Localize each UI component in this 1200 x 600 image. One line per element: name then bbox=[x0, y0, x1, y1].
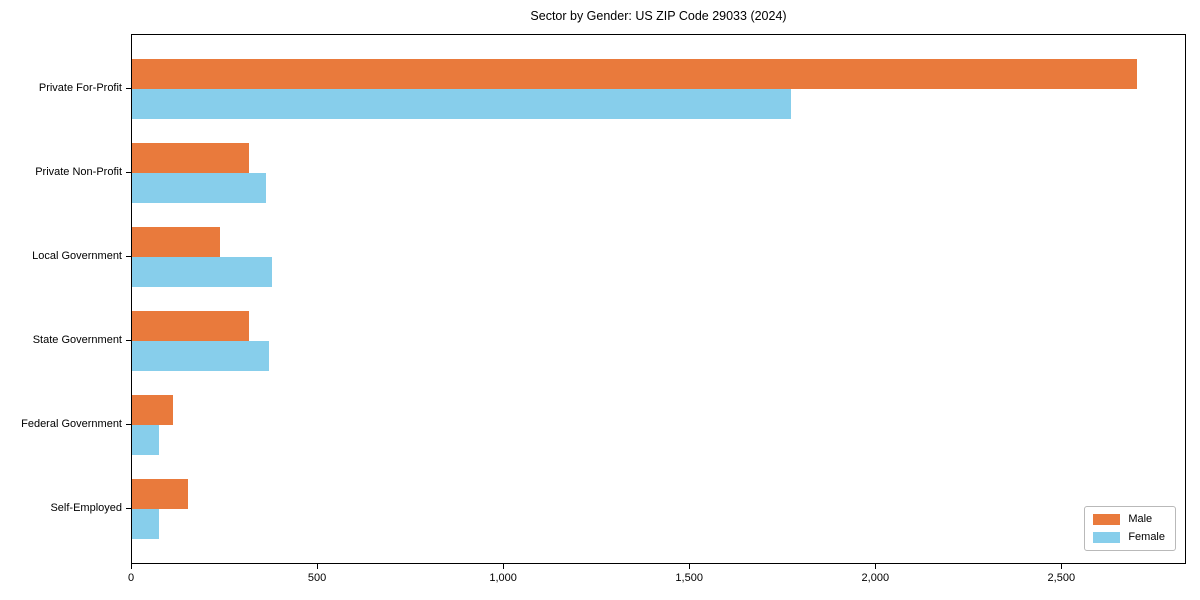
x-tick-mark bbox=[1061, 564, 1063, 569]
plot-area: Male Female bbox=[131, 34, 1186, 564]
x-tick-label: 2,500 bbox=[1047, 572, 1076, 584]
legend-label-female: Female bbox=[1128, 531, 1165, 543]
y-tick-mark bbox=[126, 424, 131, 425]
y-axis-label: State Government bbox=[32, 334, 122, 346]
bar-female-local-government bbox=[132, 257, 272, 287]
legend: Male Female bbox=[1084, 506, 1176, 551]
y-tick-mark bbox=[126, 172, 131, 173]
x-tick-mark bbox=[503, 564, 505, 569]
chart-title: Sector by Gender: US ZIP Code 29033 (202… bbox=[530, 9, 787, 23]
bar-female-state-government bbox=[132, 341, 269, 371]
x-tick-label: 0 bbox=[127, 572, 135, 584]
x-tick-label: 1,000 bbox=[489, 572, 517, 584]
y-tick-mark bbox=[126, 256, 131, 257]
bar-female-self-employed bbox=[132, 509, 159, 539]
x-tick-mark bbox=[317, 564, 319, 569]
x-tick-mark bbox=[689, 564, 691, 569]
bar-female-private-non-profit bbox=[132, 173, 266, 203]
x-tick-label: 500 bbox=[307, 572, 327, 584]
legend-label-male: Male bbox=[1128, 513, 1153, 525]
bar-male-local-government bbox=[132, 227, 220, 257]
legend-entry-female: Female bbox=[1093, 532, 1165, 543]
bar-male-self-employed bbox=[132, 479, 188, 509]
x-tick-label: 2,000 bbox=[861, 572, 890, 584]
y-axis-label: Private Non-Profit bbox=[35, 166, 122, 178]
y-axis-label: Federal Government bbox=[21, 418, 122, 430]
bar-male-private-for-profit bbox=[132, 59, 1137, 89]
legend-swatch-female bbox=[1093, 532, 1121, 543]
y-tick-mark bbox=[126, 340, 131, 341]
x-tick-mark bbox=[875, 564, 877, 569]
y-axis-label: Private For-Profit bbox=[38, 82, 122, 94]
bar-male-state-government bbox=[132, 311, 250, 341]
bar-male-federal-government bbox=[132, 395, 173, 425]
y-axis-label: Self-Employed bbox=[50, 502, 122, 514]
y-tick-mark bbox=[126, 88, 131, 89]
bar-male-private-non-profit bbox=[132, 143, 250, 173]
bar-female-private-for-profit bbox=[132, 89, 791, 119]
y-tick-mark bbox=[126, 508, 131, 509]
x-tick-label: 1,500 bbox=[675, 572, 703, 584]
x-tick-mark bbox=[131, 564, 132, 569]
y-axis-label: Local Government bbox=[32, 250, 122, 262]
legend-entry-male: Male bbox=[1093, 514, 1165, 525]
bar-female-federal-government bbox=[132, 425, 159, 455]
legend-swatch-male bbox=[1093, 514, 1121, 525]
